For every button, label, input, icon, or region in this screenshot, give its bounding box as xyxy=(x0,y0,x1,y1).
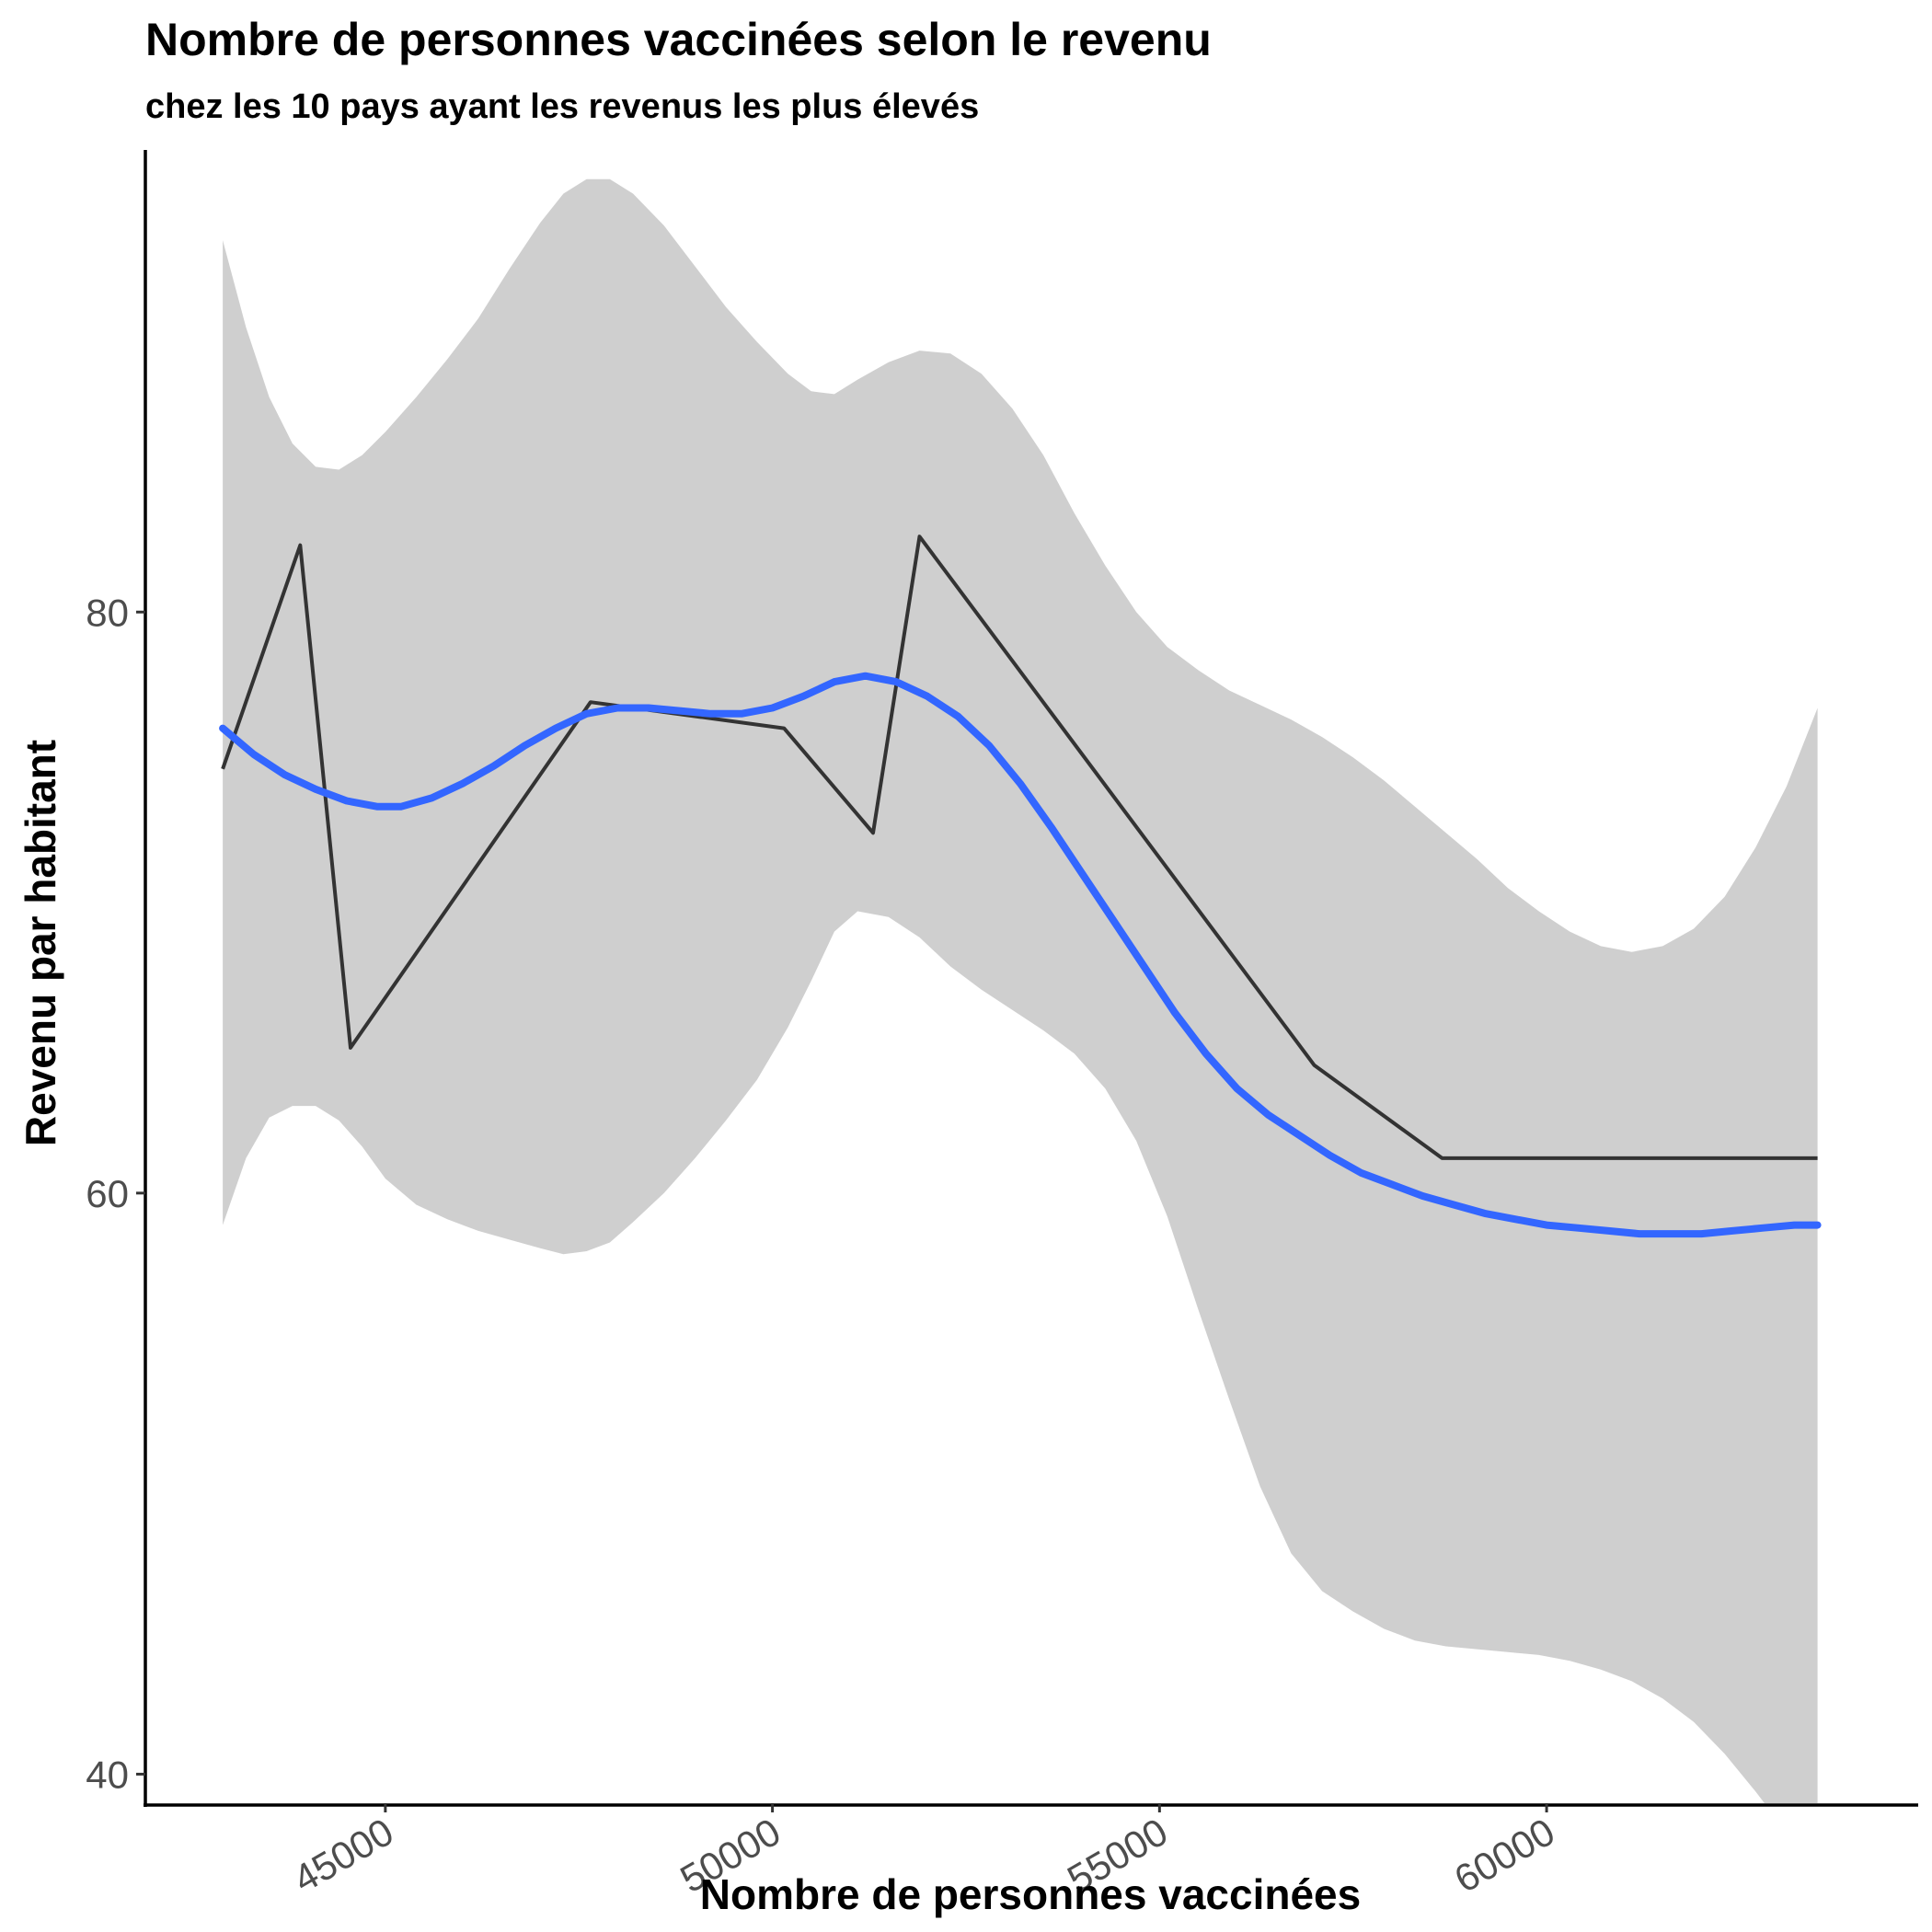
x-axis-title: Nombre de personnes vaccinées xyxy=(700,1870,1361,1918)
smooth-trend-line xyxy=(219,672,1822,1238)
plot-panel xyxy=(219,178,1822,1803)
x-tick-label: 60000 xyxy=(1447,1810,1562,1901)
y-tick-label: 40 xyxy=(86,1753,129,1796)
y-axis-ticks: 40 60 80 xyxy=(86,591,145,1796)
chart-subtitle: chez les 10 pays ayant les revenus les p… xyxy=(145,87,979,126)
chart-title: Nombre de personnes vaccinées selon le r… xyxy=(145,14,1212,65)
x-tick-label: 45000 xyxy=(286,1810,401,1901)
confidence-band xyxy=(223,178,1818,1803)
y-tick-label: 60 xyxy=(86,1172,129,1215)
y-axis-title: Revenu par habitant xyxy=(17,740,64,1146)
y-tick-label: 80 xyxy=(86,591,129,634)
